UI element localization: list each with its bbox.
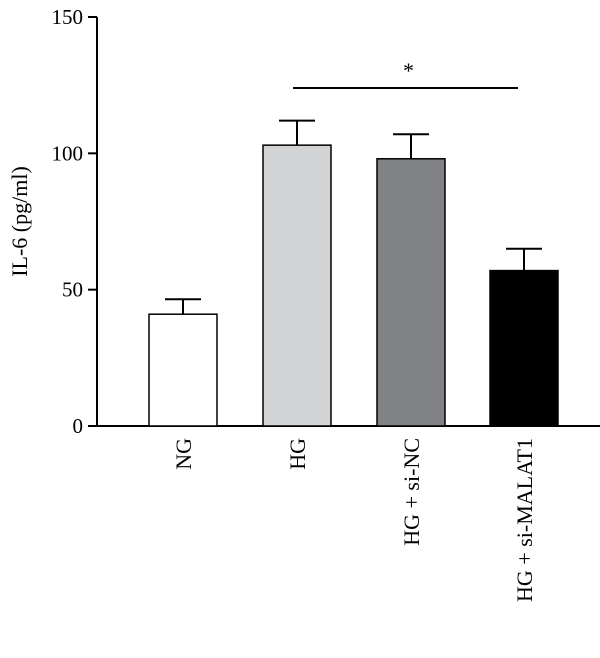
- y-ticks: 0 50 100 150: [52, 5, 97, 438]
- y-tick-label-150: 150: [52, 5, 84, 29]
- x-tick-label-2: HG + si-NC: [399, 438, 424, 546]
- y-axis-label: IL-6 (pg/ml): [7, 166, 32, 277]
- error-bars: [165, 119, 542, 315]
- y-tick-label-50: 50: [62, 278, 83, 302]
- significance-star: *: [403, 58, 414, 83]
- significance-marker: *: [293, 58, 518, 89]
- x-tick-label-1: HG: [285, 438, 310, 470]
- y-tick-label-0: 0: [73, 414, 84, 438]
- y-tick-label-100: 100: [52, 141, 84, 165]
- bar-hg: [262, 144, 332, 427]
- bar-hg-si-nc: [376, 158, 446, 427]
- bar-hg-si-malat1: [489, 269, 559, 427]
- bar-ng: [148, 313, 218, 427]
- x-tick-label-0: NG: [171, 438, 196, 470]
- x-tick-label-3: HG + si-MALAT1: [512, 438, 537, 602]
- x-tick-labels: NG HG HG + si-NC HG + si-MALAT1: [171, 438, 537, 602]
- bars: [148, 144, 559, 427]
